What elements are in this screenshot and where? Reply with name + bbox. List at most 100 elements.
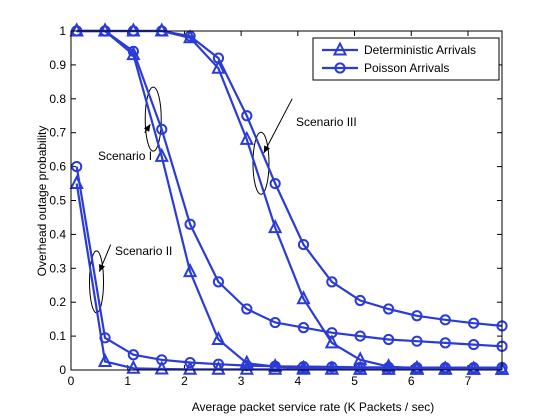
data-point <box>71 161 83 173</box>
data-point <box>409 359 425 374</box>
annotation-arrow <box>263 98 293 154</box>
axes: 0 1 2 3 4 5 6 7 0 0.1 0.2 0.3 0.4 0.5 0.6 0.7 0.8 0.9 1 <box>49 24 502 388</box>
y-tick-label: 0.9 <box>49 58 66 72</box>
x-tick-label: 5 <box>351 374 358 388</box>
y-tick-label: 0.3 <box>49 261 66 275</box>
series-line <box>75 166 502 369</box>
data-point <box>494 360 510 375</box>
data-point <box>324 360 339 375</box>
x-tick-label: 6 <box>408 374 415 388</box>
y-tick-label: 0.4 <box>49 227 66 241</box>
data-point <box>239 130 254 145</box>
x-tick-label: 7 <box>465 374 472 388</box>
data-point <box>241 303 253 315</box>
data-point <box>324 334 339 349</box>
data-point <box>438 360 453 375</box>
data-point <box>296 290 311 305</box>
data-point <box>241 110 253 122</box>
y-tick-label: 0 <box>59 363 66 377</box>
series-3-triangle <box>69 174 510 375</box>
data-point <box>353 351 368 366</box>
annotation-scenario-1-label: Scenario I <box>98 149 152 163</box>
annotation-arrowhead <box>263 145 270 154</box>
data-point <box>354 294 366 307</box>
data-point <box>97 352 113 367</box>
data-point <box>126 46 141 61</box>
y-tick-label: 0.8 <box>49 92 66 106</box>
data-point <box>269 316 281 329</box>
data-point <box>468 317 480 329</box>
y-tick-label: 0.7 <box>49 126 66 140</box>
annotation-arrowhead <box>143 124 151 132</box>
x-tick-label: 0 <box>68 374 75 388</box>
data-point <box>411 335 423 347</box>
legend-marker-triangle <box>332 41 348 56</box>
data-point <box>296 360 311 375</box>
annotation-arrowhead <box>99 263 106 272</box>
data-point <box>212 358 225 370</box>
y-tick-label: 0.1 <box>49 329 66 343</box>
legend-label-deterministic: Deterministic Arrivals <box>364 43 476 57</box>
data-point <box>182 263 198 278</box>
data-point <box>156 123 168 135</box>
data-point <box>382 303 395 315</box>
data-point <box>184 218 196 230</box>
plot-frame <box>70 30 503 371</box>
series-line <box>76 29 503 348</box>
data-point <box>127 45 139 57</box>
data-point <box>212 52 225 64</box>
x-tick-label: 3 <box>238 374 245 388</box>
data-point <box>156 354 168 366</box>
y-axis-label: Overhead outage probability <box>35 126 49 277</box>
data-point <box>211 59 226 74</box>
legend-markers <box>322 41 358 74</box>
x-axis-label: Average packet service rate (K Packets /… <box>192 400 435 414</box>
annotation-scenario-3-label: Scenario III <box>296 115 357 129</box>
data-point <box>184 356 196 369</box>
y-tick-label: 0.5 <box>49 194 66 208</box>
data-point <box>468 338 480 351</box>
data-point <box>126 359 141 374</box>
legend-box <box>312 37 500 81</box>
y-tick-label: 0.2 <box>49 295 66 309</box>
legend-label-poisson: Poisson Arrivals <box>364 61 449 75</box>
annotation-scenario-2-label: Scenario II <box>115 244 172 258</box>
axes-box <box>70 30 503 371</box>
data-point <box>382 333 395 346</box>
legend-marker-circle <box>334 62 346 74</box>
data-point <box>439 314 451 326</box>
data-point <box>466 360 481 375</box>
x-tick-label: 1 <box>124 374 131 388</box>
data-point <box>154 360 169 375</box>
data-point <box>127 349 139 361</box>
data-point <box>297 238 310 251</box>
data-point <box>439 337 451 349</box>
data-point <box>326 276 338 288</box>
data-point <box>411 310 423 322</box>
data-point <box>354 361 366 373</box>
data-point <box>269 360 281 372</box>
data-point <box>354 330 366 342</box>
data-point <box>297 322 310 334</box>
legend: Deterministic Arrivals Poisson Arrivals <box>312 37 500 81</box>
data-point <box>211 330 226 345</box>
data-point <box>212 276 225 288</box>
x-tick-label: 4 <box>294 374 301 388</box>
data-point <box>268 360 283 375</box>
annotation-ellipse <box>144 86 162 152</box>
annotation-ellipse <box>252 131 270 195</box>
data-point <box>99 332 111 344</box>
data-point <box>326 361 338 373</box>
data-point <box>182 29 198 44</box>
data-point <box>154 147 169 162</box>
data-point <box>297 361 310 373</box>
data-point <box>182 360 198 375</box>
y-tick-label: 1 <box>59 24 66 38</box>
annotation-shapes <box>89 86 293 314</box>
x-tick-label: 2 <box>181 374 188 388</box>
y-tick-label: 0.6 <box>49 160 66 174</box>
data-point <box>269 177 281 190</box>
data-point <box>268 218 283 234</box>
data-point <box>381 357 396 373</box>
